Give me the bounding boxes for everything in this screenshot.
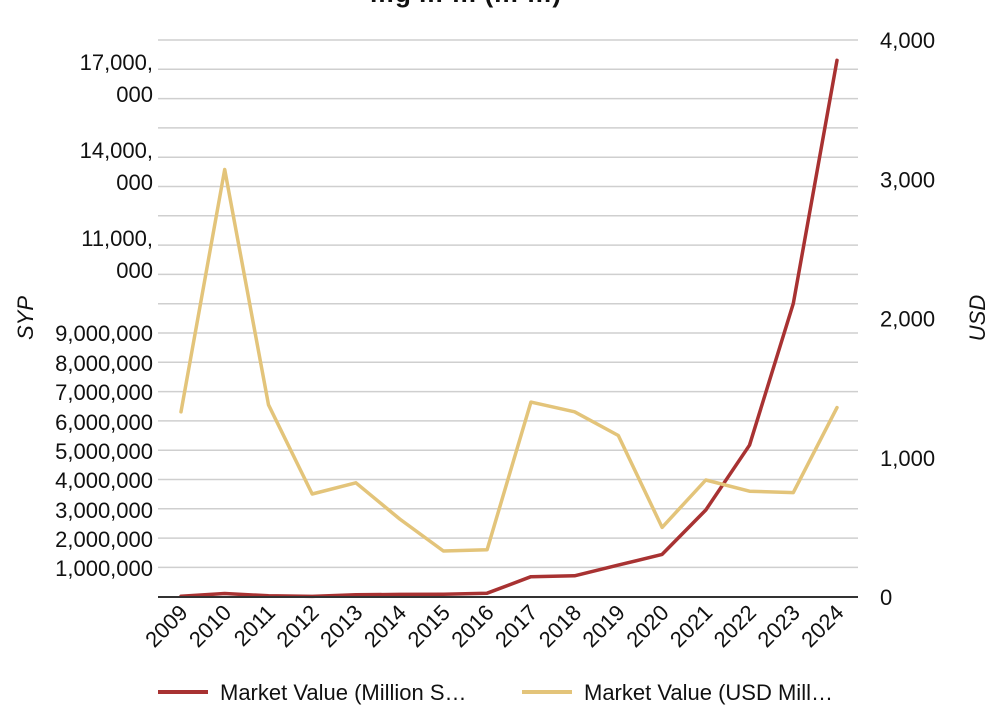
left-tick-label: 3,000,000 xyxy=(55,498,153,523)
x-tick-label: 2017 xyxy=(490,600,542,652)
x-tick-label: 2015 xyxy=(403,600,455,652)
x-tick-label: 2024 xyxy=(796,600,848,652)
left-tick-label: 7,000,000 xyxy=(55,380,153,405)
x-tick-label: 2012 xyxy=(271,600,323,652)
right-axis-ticks: 0 1,000 2,000 3,000 4,000 xyxy=(880,28,935,610)
series-line-1 xyxy=(179,58,839,599)
series-line-2 xyxy=(179,167,839,553)
legend-label: Market Value (USD Mill… xyxy=(584,680,833,705)
x-tick-label: 2019 xyxy=(578,600,630,652)
right-tick-label: 2,000 xyxy=(880,307,935,332)
left-tick-label: 9,000,000 xyxy=(55,321,153,346)
left-axis-label: SYP xyxy=(13,296,38,340)
x-tick-label: 2014 xyxy=(359,600,411,652)
x-tick-label: 2009 xyxy=(140,600,192,652)
x-tick-label: 2020 xyxy=(621,600,673,652)
left-tick-label: 4,000,000 xyxy=(55,468,153,493)
chart-title: …g … … (… …) xyxy=(369,0,561,8)
x-tick-label: 2021 xyxy=(665,600,717,652)
x-tick-label: 2022 xyxy=(709,600,761,652)
right-tick-label: 0 xyxy=(880,585,892,610)
legend: Market Value (Million S… Market Value (US… xyxy=(158,680,833,705)
x-tick-label: 2011 xyxy=(229,600,280,651)
x-tick-label: 2018 xyxy=(534,600,586,652)
right-tick-label: 1,000 xyxy=(880,446,935,471)
left-tick-label: 1,000,000 xyxy=(55,556,153,581)
x-tick-label: 2016 xyxy=(446,600,498,652)
left-tick-label: 5,000,000 xyxy=(55,439,153,464)
right-axis-label: USD xyxy=(965,295,990,342)
left-tick-label: 8,000,000 xyxy=(55,351,153,376)
series-lines xyxy=(179,58,839,599)
x-tick-label: 2013 xyxy=(315,600,367,652)
left-tick-label: 2,000,000 xyxy=(55,527,153,552)
gridlines xyxy=(158,39,858,569)
left-axis-ticks: 1,000,000 2,000,000 3,000,000 4,000,000 5,00… xyxy=(55,50,153,581)
right-tick-label: 3,000 xyxy=(880,167,935,192)
left-tick-label: 11,000, 000 xyxy=(81,226,153,283)
legend-label: Market Value (Million S… xyxy=(220,680,467,705)
left-tick-label: 14,000, 000 xyxy=(80,138,153,195)
left-tick-label: 17,000, 000 xyxy=(80,50,153,107)
chart-title-text: …g … … (… …) xyxy=(369,0,561,8)
x-tick-label: 2010 xyxy=(184,600,236,652)
x-axis-ticks: 2009201020112012201320142015201620172018… xyxy=(140,600,848,652)
right-tick-label: 4,000 xyxy=(880,28,935,53)
left-tick-label: 6,000,000 xyxy=(55,410,153,435)
x-tick-label: 2023 xyxy=(753,600,805,652)
